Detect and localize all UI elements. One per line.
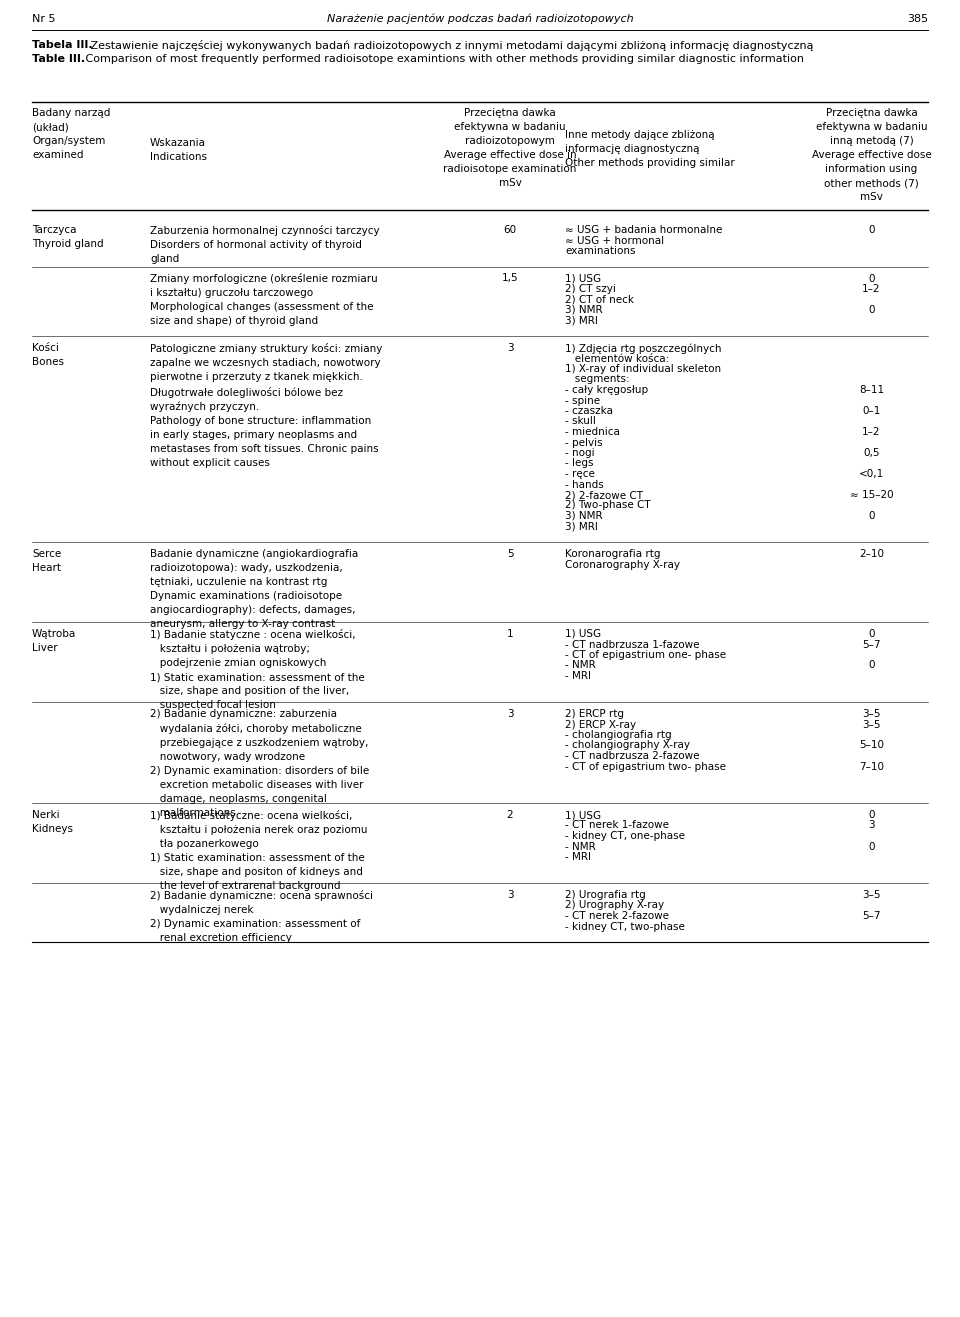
Text: 0: 0 — [868, 274, 875, 283]
Text: - CT nadbrzusza 2-fazowe: - CT nadbrzusza 2-fazowe — [565, 751, 700, 761]
Text: - miednica: - miednica — [565, 427, 620, 437]
Text: ≈ USG + badania hormonalne: ≈ USG + badania hormonalne — [565, 225, 722, 234]
Text: 1,5: 1,5 — [502, 274, 518, 283]
Text: - skull: - skull — [565, 416, 596, 427]
Text: 1) USG: 1) USG — [565, 810, 601, 820]
Text: Nr 5: Nr 5 — [32, 14, 56, 24]
Text: 2–10: 2–10 — [859, 549, 884, 558]
Text: 3: 3 — [507, 709, 514, 719]
Text: Inne metody dające zbliżoną
informację diagnostyczną
Other methods providing sim: Inne metody dające zbliżoną informację d… — [565, 130, 734, 169]
Text: 2) ERCP rtg: 2) ERCP rtg — [565, 709, 624, 719]
Text: 3: 3 — [507, 890, 514, 900]
Text: - ręce: - ręce — [565, 469, 595, 479]
Text: - kidney CT, one-phase: - kidney CT, one-phase — [565, 831, 685, 842]
Text: 3) MRI: 3) MRI — [565, 316, 598, 325]
Text: - NMR: - NMR — [565, 842, 596, 852]
Text: 385: 385 — [907, 14, 928, 24]
Text: 1) USG: 1) USG — [565, 630, 601, 639]
Text: - CT nerek 2-fazowe: - CT nerek 2-fazowe — [565, 911, 669, 921]
Text: segments:: segments: — [565, 374, 630, 385]
Text: 2) Urography X-ray: 2) Urography X-ray — [565, 901, 664, 910]
Text: - czaszka: - czaszka — [565, 406, 613, 416]
Text: - CT of epigastrium one- phase: - CT of epigastrium one- phase — [565, 651, 726, 660]
Text: Zestawienie najczęściej wykonywanych badań radioizotopowych z innymi metodami da: Zestawienie najczęściej wykonywanych bad… — [87, 40, 813, 51]
Text: - cholangiografia rtg: - cholangiografia rtg — [565, 730, 672, 740]
Text: - MRI: - MRI — [565, 670, 591, 681]
Text: 1) X-ray of individual skeleton: 1) X-ray of individual skeleton — [565, 363, 721, 374]
Text: - CT nerek 1-fazowe: - CT nerek 1-fazowe — [565, 820, 669, 831]
Text: - nogi: - nogi — [565, 448, 594, 458]
Text: Przeciętna dawka
efektywna w badaniu
radioizotopowym
Average effective dose in
r: Przeciętna dawka efektywna w badaniu rad… — [444, 108, 577, 188]
Text: 3: 3 — [507, 342, 514, 353]
Text: 2) CT szyi: 2) CT szyi — [565, 284, 616, 294]
Text: 2) Badanie dynamiczne: ocena sprawności
   wydalniczej nerek
2) Dynamic examinat: 2) Badanie dynamiczne: ocena sprawności … — [150, 890, 373, 943]
Text: - spine: - spine — [565, 395, 600, 406]
Text: 3–5: 3–5 — [862, 709, 880, 719]
Text: 3–5: 3–5 — [862, 890, 880, 900]
Text: 0: 0 — [868, 661, 875, 670]
Text: - kidney CT, two-phase: - kidney CT, two-phase — [565, 922, 684, 931]
Text: Serce
Heart: Serce Heart — [32, 549, 61, 573]
Text: Kości
Bones: Kości Bones — [32, 342, 64, 367]
Text: Coronarography X-ray: Coronarography X-ray — [565, 560, 680, 569]
Text: <0,1: <0,1 — [859, 469, 884, 479]
Text: - NMR: - NMR — [565, 661, 596, 670]
Text: 3) NMR: 3) NMR — [565, 511, 603, 522]
Text: - cały kręgosłup: - cały kręgosłup — [565, 385, 648, 395]
Text: 1–2: 1–2 — [862, 284, 880, 294]
Text: 3) NMR: 3) NMR — [565, 306, 603, 315]
Text: 0: 0 — [868, 225, 875, 234]
Text: 0: 0 — [868, 630, 875, 639]
Text: 7–10: 7–10 — [859, 761, 884, 772]
Text: 1) Badanie statyczne: ocena wielkości,
   kształtu i położenia nerek oraz poziom: 1) Badanie statyczne: ocena wielkości, k… — [150, 810, 368, 892]
Text: 1–2: 1–2 — [862, 427, 880, 437]
Text: Patologiczne zmiany struktury kości: zmiany
zapalne we wczesnych stadiach, nowot: Patologiczne zmiany struktury kości: zmi… — [150, 342, 382, 469]
Text: - CT of epigastrium two- phase: - CT of epigastrium two- phase — [565, 761, 726, 772]
Text: 1: 1 — [507, 630, 514, 639]
Text: examinations: examinations — [565, 246, 636, 255]
Text: Wskazania
Indications: Wskazania Indications — [150, 138, 207, 162]
Text: 2: 2 — [507, 810, 514, 820]
Text: Comparison of most frequently performed radioisotope examintions with other meth: Comparison of most frequently performed … — [82, 54, 804, 65]
Text: elementów kośca:: elementów kośca: — [565, 353, 669, 363]
Text: 5–10: 5–10 — [859, 740, 884, 751]
Text: 2) Badanie dynamiczne: zaburzenia
   wydalania żółci, choroby metaboliczne
   pr: 2) Badanie dynamiczne: zaburzenia wydala… — [150, 709, 370, 818]
Text: Zmiany morfologiczne (określenie rozmiaru
i kształtu) gruczołu tarczowego
Morpho: Zmiany morfologiczne (określenie rozmiar… — [150, 274, 377, 327]
Text: 3–5: 3–5 — [862, 719, 880, 730]
Text: 5–7: 5–7 — [862, 640, 880, 649]
Text: Przeciętna dawka
efektywna w badaniu
inną metodą (7)
Average effective dose
info: Przeciętna dawka efektywna w badaniu inn… — [811, 108, 931, 202]
Text: 2) CT of neck: 2) CT of neck — [565, 295, 634, 304]
Text: 0: 0 — [868, 842, 875, 852]
Text: 0: 0 — [868, 306, 875, 315]
Text: 0–1: 0–1 — [862, 406, 880, 416]
Text: 3: 3 — [868, 820, 875, 831]
Text: 0,5: 0,5 — [863, 448, 879, 458]
Text: - CT nadbrzusza 1-fazowe: - CT nadbrzusza 1-fazowe — [565, 640, 700, 649]
Text: Table III.: Table III. — [32, 54, 85, 65]
Text: 0: 0 — [868, 511, 875, 522]
Text: - cholangiography X-ray: - cholangiography X-ray — [565, 740, 690, 751]
Text: 1) USG: 1) USG — [565, 274, 601, 283]
Text: - pelvis: - pelvis — [565, 437, 603, 448]
Text: 2) 2-fazowe CT: 2) 2-fazowe CT — [565, 490, 643, 500]
Text: Wątroba
Liver: Wątroba Liver — [32, 630, 76, 653]
Text: 2) ERCP X-ray: 2) ERCP X-ray — [565, 719, 636, 730]
Text: Badanie dynamiczne (angiokardiografia
radioizotopowa): wady, uszkodzenia,
tętnia: Badanie dynamiczne (angiokardiografia ra… — [150, 549, 358, 630]
Text: ≈ USG + hormonal: ≈ USG + hormonal — [565, 236, 664, 245]
Text: Narażenie pacjentów podczas badań radioizotopowych: Narażenie pacjentów podczas badań radioi… — [326, 14, 634, 25]
Text: 5–7: 5–7 — [862, 911, 880, 921]
Text: 2) Two-phase CT: 2) Two-phase CT — [565, 500, 651, 511]
Text: Koronarografia rtg: Koronarografia rtg — [565, 549, 660, 558]
Text: ≈ 15–20: ≈ 15–20 — [850, 490, 894, 500]
Text: 2) Urografia rtg: 2) Urografia rtg — [565, 890, 646, 900]
Text: 8–11: 8–11 — [859, 385, 884, 395]
Text: Badany narząd
(układ)
Organ/system
examined: Badany narząd (układ) Organ/system exami… — [32, 108, 110, 159]
Text: Tarczyca
Thyroid gland: Tarczyca Thyroid gland — [32, 225, 104, 249]
Text: - MRI: - MRI — [565, 852, 591, 863]
Text: 60: 60 — [503, 225, 516, 234]
Text: 5: 5 — [507, 549, 514, 558]
Text: Nerki
Kidneys: Nerki Kidneys — [32, 810, 73, 834]
Text: 0: 0 — [868, 810, 875, 820]
Text: 3) MRI: 3) MRI — [565, 522, 598, 532]
Text: - hands: - hands — [565, 479, 604, 490]
